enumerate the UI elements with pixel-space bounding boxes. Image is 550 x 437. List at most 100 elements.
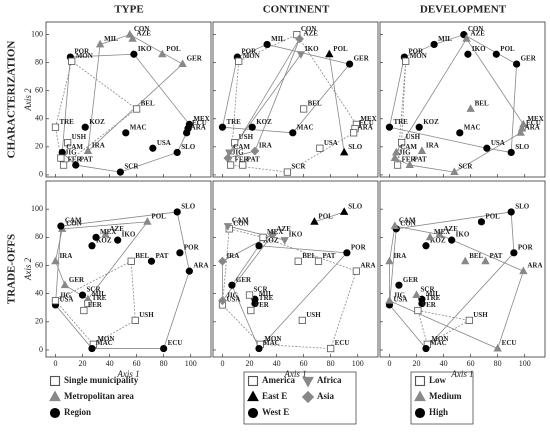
point-label: POR [241, 48, 257, 56]
point-label: BEL [135, 252, 149, 260]
point-label: PAT [155, 252, 168, 260]
legend-label: Single municipality [64, 375, 139, 385]
x-tick-label: 20 [413, 359, 421, 368]
data-point [418, 299, 426, 308]
data-point [412, 290, 421, 299]
point-label: ARA [360, 262, 375, 270]
point-label: SCR [291, 163, 306, 171]
data-point [64, 139, 72, 147]
data-point [466, 104, 475, 112]
point-label: CAM [399, 217, 416, 225]
data-point [116, 168, 124, 176]
point-label: JIG [226, 291, 238, 299]
legend-marker [49, 390, 61, 402]
point-label: USA [226, 296, 240, 304]
data-point [226, 161, 235, 169]
legend-marker [49, 407, 61, 419]
point-label: BEL [302, 252, 316, 260]
group-hull [227, 38, 300, 159]
point-label: AZE [471, 29, 486, 37]
data-point [507, 208, 515, 216]
data-point [128, 34, 137, 42]
data-point [235, 57, 243, 65]
x-axis-label: Axis 1 [116, 369, 139, 379]
point-label: POL [166, 45, 181, 53]
data-point [462, 34, 471, 42]
point-label: POR [408, 48, 424, 56]
column-title: TYPE [114, 4, 143, 16]
group-hull [388, 34, 518, 153]
point-label: MAC [130, 123, 147, 131]
data-point [127, 257, 135, 265]
data-point [507, 148, 515, 157]
y-tick-label: 40 [35, 288, 43, 297]
point-label: KOZ [256, 118, 272, 126]
data-point [60, 280, 70, 289]
point-label: PAT [247, 156, 260, 164]
point-label: TRE [393, 118, 408, 126]
point-label: USH [239, 133, 254, 141]
data-point [415, 123, 423, 131]
y-tick-label: 40 [35, 114, 43, 123]
y-tick-label: 60 [35, 260, 43, 269]
point-label: KOZ [423, 118, 439, 126]
point-label: CON [66, 219, 82, 227]
point-label: IRA [226, 252, 239, 260]
point-label: ECU [502, 339, 517, 347]
data-point [228, 281, 236, 289]
data-point [417, 146, 427, 155]
data-point [268, 230, 277, 239]
y-tick-label: 60 [35, 86, 43, 95]
point-label: KOZ [89, 118, 105, 126]
point-label: IKO [305, 45, 319, 53]
point-label: PAT [322, 252, 335, 260]
data-point [239, 161, 247, 169]
data-point [255, 344, 263, 353]
x-tick-label: 60 [467, 359, 475, 368]
data-point [95, 39, 105, 48]
data-point [350, 129, 358, 137]
point-label: MEX [267, 228, 283, 236]
point-label: BEL [475, 100, 489, 108]
point-label: JIG [393, 291, 405, 299]
data-point [435, 229, 444, 238]
data-point [72, 161, 80, 169]
data-point [483, 144, 491, 152]
point-label: SLO [348, 203, 363, 211]
point-label: FER [255, 301, 270, 309]
point-label: CON [400, 219, 416, 227]
point-label: POL [485, 212, 500, 220]
point-label: POL [151, 212, 166, 220]
data-point [425, 232, 435, 241]
data-point [173, 148, 181, 157]
point-label: MON [97, 335, 114, 343]
point-label: USA [491, 139, 505, 147]
point-label: MAC [430, 339, 447, 347]
data-point [325, 49, 334, 58]
point-label: USH [406, 133, 421, 141]
point-label: ECU [168, 339, 183, 347]
point-label: ARA [193, 262, 208, 270]
data-point [133, 105, 141, 113]
x-axis-label: Axis 1 [450, 369, 473, 379]
data-point [481, 256, 490, 265]
point-label: SLO [181, 143, 196, 151]
legend-marker [301, 390, 315, 404]
point-label: POL [318, 212, 333, 220]
group-hull [397, 61, 407, 166]
data-point [464, 50, 472, 58]
group-hull [55, 221, 149, 300]
point-label: CAM [233, 143, 250, 151]
x-tick-label: 40 [106, 359, 114, 368]
data-point [259, 233, 267, 241]
point-label: KOZ [96, 236, 112, 244]
y-tick-label: 100 [31, 29, 43, 38]
legend-label: Low [429, 375, 447, 385]
data-point [519, 266, 528, 275]
data-point [390, 153, 400, 162]
point-label: TRE [59, 118, 74, 126]
point-label: CAM [66, 143, 83, 151]
point-label: IRA [259, 142, 272, 150]
point-label: MON [243, 52, 260, 60]
point-label: PAT [80, 156, 93, 164]
